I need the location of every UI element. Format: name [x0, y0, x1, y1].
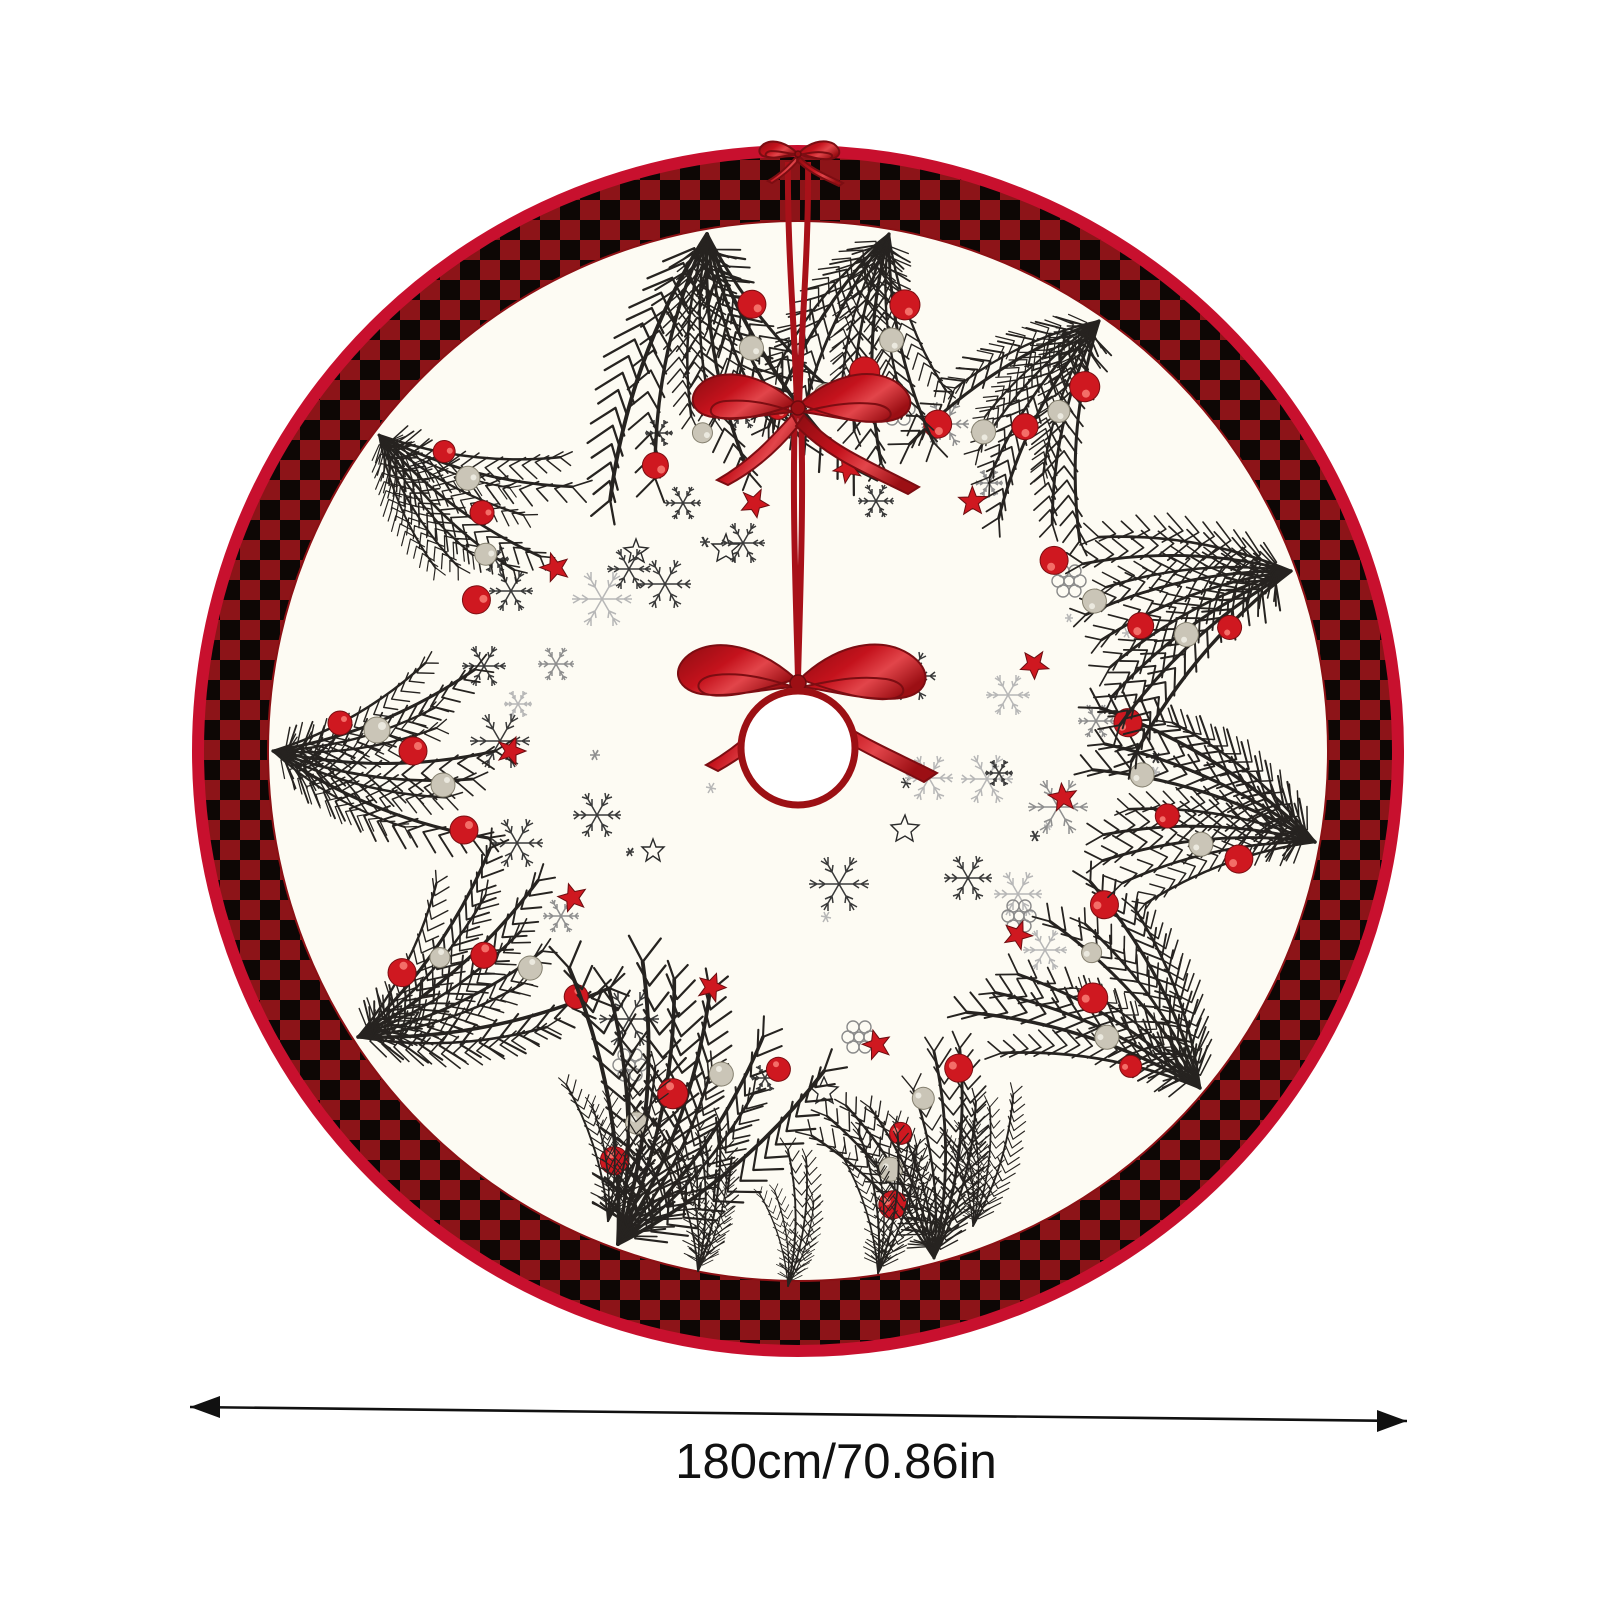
svg-text:180cm/70.86in: 180cm/70.86in — [675, 1435, 996, 1489]
